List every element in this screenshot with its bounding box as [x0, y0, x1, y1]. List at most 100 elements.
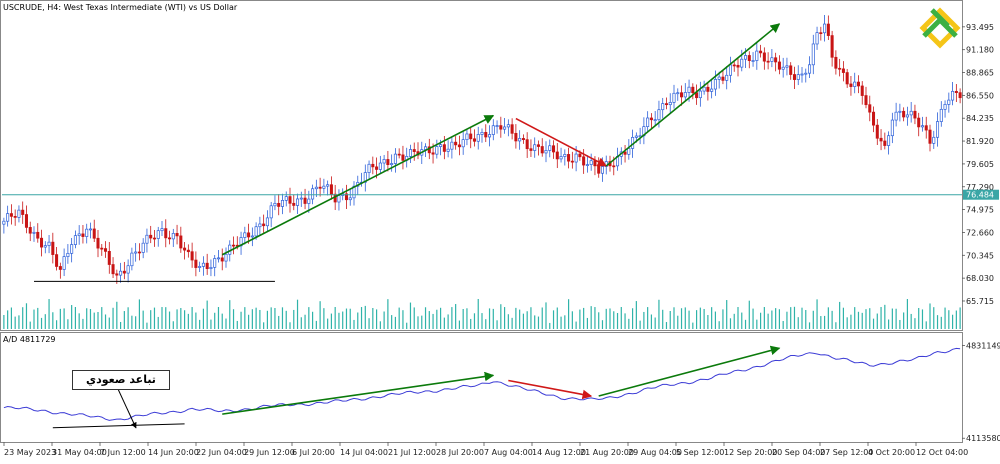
price-trend-arrow-3: [605, 23, 781, 167]
candle-body: [375, 166, 379, 170]
candle-body: [800, 73, 804, 76]
time-axis-label: 22 Jun 04:00: [196, 448, 247, 457]
candle-body: [55, 254, 59, 267]
candle-body: [585, 164, 589, 166]
time-axis-label: 20 Sep 04:00: [772, 448, 825, 457]
candle-body: [826, 23, 830, 36]
candle-body: [664, 103, 668, 106]
time-axis-label: 21 Aug 20:00: [580, 448, 634, 457]
candle-body: [823, 23, 827, 34]
candle-body: [732, 64, 736, 67]
candle-body: [495, 125, 499, 127]
time-axis-label: 23 May 2023: [4, 448, 56, 457]
candle-body: [491, 125, 495, 135]
candle-body: [378, 162, 382, 170]
price-chart-title: USCRUDE, H4: West Texas Intermediate (WT…: [3, 3, 238, 12]
candle-body: [119, 270, 123, 276]
candle-body: [909, 110, 913, 116]
ad-panel-frame: [0, 332, 963, 443]
axis-layer: 93.495 91.180 88.865 86.550 84.235 81.920 79.6…: [3, 23, 1000, 457]
time-axis-label: 31 May 04:00: [52, 448, 107, 457]
candle-body: [894, 111, 898, 121]
candle-body: [525, 139, 529, 150]
candle-body: [747, 55, 751, 61]
ad-trend-arrow-1: [222, 371, 495, 415]
candle-body: [936, 121, 940, 138]
price-axis-label: 81.920: [966, 137, 994, 146]
candle-body: [868, 104, 872, 113]
candle-body: [815, 32, 819, 45]
price-axis-label: 72.660: [966, 228, 994, 237]
candle-body: [777, 61, 781, 70]
candle-body: [943, 104, 947, 110]
candle-body: [646, 117, 650, 127]
time-axis-label: 5 Sep 12:00: [676, 448, 724, 457]
time-axis-label: 6 Jul 20:00: [292, 448, 335, 457]
candle-body: [774, 57, 778, 63]
candle-body: [781, 66, 785, 70]
candle-body: [698, 90, 702, 99]
candle-body: [853, 81, 857, 87]
candle-body: [156, 230, 160, 239]
candle-body: [329, 184, 333, 195]
candle-body: [243, 232, 247, 238]
candle-body: [883, 140, 887, 146]
price-axis-label: 84.235: [966, 114, 994, 123]
time-axis-label: 12 Sep 20:00: [724, 448, 777, 457]
candle-body: [201, 262, 205, 267]
candle-body: [533, 144, 537, 151]
price-axis-label: 91.180: [966, 46, 994, 55]
candle-body: [337, 195, 341, 203]
candle-body: [303, 197, 307, 204]
candle-body: [589, 160, 593, 165]
candle-body: [288, 196, 292, 204]
candle-body: [318, 186, 322, 189]
ad-layer: [3, 347, 961, 421]
candle-body: [917, 117, 921, 128]
candle-body: [51, 241, 55, 255]
candle-body: [593, 160, 597, 167]
candle-body: [265, 217, 269, 227]
candle-body: [115, 273, 119, 276]
candle-body: [552, 145, 556, 153]
time-axis-label: 14 Jul 04:00: [340, 448, 388, 457]
candle-body: [322, 185, 326, 189]
candle-body: [559, 156, 563, 160]
candle-body: [21, 209, 25, 215]
price-axis-label: 74.975: [966, 206, 994, 215]
candle-body: [232, 244, 236, 247]
candle-body: [706, 86, 710, 92]
candle-body: [792, 74, 796, 80]
overlay-layer: [52, 23, 781, 429]
candle-body: [958, 92, 962, 99]
candle-body: [932, 136, 936, 144]
candle-body: [634, 135, 638, 138]
candle-body: [796, 74, 800, 80]
candle-body: [548, 145, 552, 151]
ad-axis-label: 4831149: [966, 341, 1000, 350]
price-axis-label: 65.715: [966, 297, 994, 306]
candle-body: [107, 251, 111, 265]
candle-body: [262, 223, 266, 227]
candle-body: [544, 150, 548, 154]
candle-body: [710, 88, 714, 92]
candle-body: [860, 85, 864, 96]
ad-series-line: [3, 347, 961, 421]
candle-body: [104, 248, 108, 252]
candle-body: [838, 67, 842, 70]
candle-body: [680, 92, 684, 98]
candle-body: [183, 247, 187, 251]
candle-body: [563, 154, 567, 157]
current-price-badge: [963, 189, 999, 200]
candle-body: [465, 133, 469, 141]
candle-body: [879, 137, 883, 142]
candle-body: [804, 72, 808, 75]
candle-body: [762, 52, 766, 62]
candle-body: [766, 60, 770, 63]
candle-body: [47, 241, 51, 246]
candle-body: [122, 270, 126, 274]
price-axis-label: 93.495: [966, 23, 994, 32]
candle-body: [435, 146, 439, 155]
